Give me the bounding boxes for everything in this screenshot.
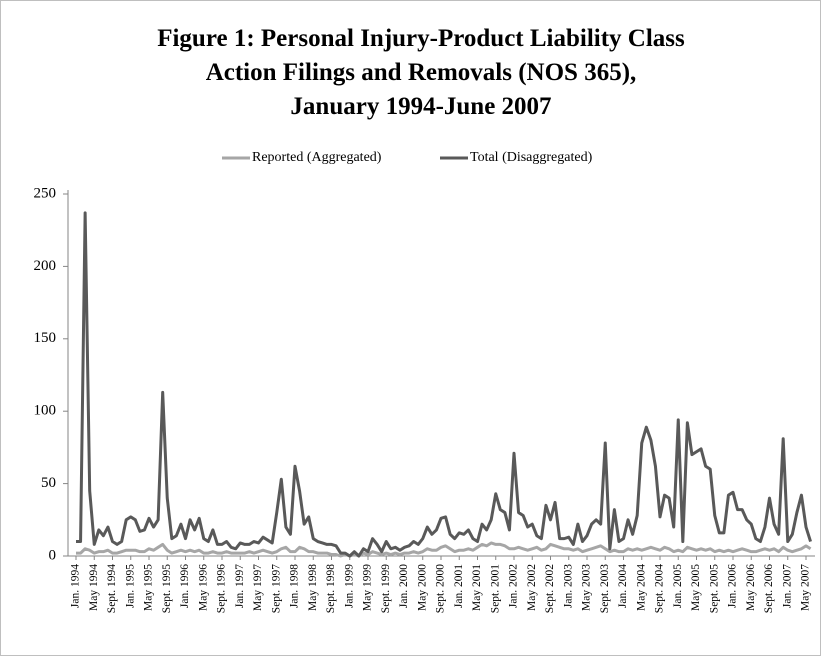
x-tick-label: May 1998 xyxy=(307,564,319,611)
x-tick-label: Jan. 2006 xyxy=(727,564,739,608)
x-tick-label: May 2002 xyxy=(526,564,538,611)
x-tick-label: Jan. 1999 xyxy=(343,564,355,608)
x-tick-label: Sept. 2004 xyxy=(654,564,666,613)
x-tick-label: May 2004 xyxy=(635,564,647,611)
x-tick-label: Jan. 2001 xyxy=(453,564,465,608)
x-tick-label: May 1999 xyxy=(362,564,374,611)
x-tick-label: May 1996 xyxy=(197,564,209,611)
x-tick-label: Sept. 2006 xyxy=(763,564,775,613)
y-tick-label: 150 xyxy=(34,330,57,346)
x-tick-label: Sept. 1996 xyxy=(216,564,228,613)
series-line xyxy=(76,541,812,558)
x-tick-label: Sept. 1995 xyxy=(161,564,173,613)
x-tick-label: Jan. 1998 xyxy=(289,564,301,608)
x-tick-label: Jan. 2007 xyxy=(781,564,793,608)
x-tick-label: May 2000 xyxy=(416,564,428,611)
x-tick-label: Sept. 2001 xyxy=(489,564,501,613)
x-tick-label: Jan. 1994 xyxy=(70,564,82,608)
x-tick-label: May 1994 xyxy=(88,564,100,611)
chart-title: January 1994-June 2007 xyxy=(290,93,551,120)
x-tick-label: Sept. 2000 xyxy=(435,564,447,613)
y-tick-label: 0 xyxy=(49,547,57,563)
x-tick-label: Jan. 2002 xyxy=(508,564,520,608)
x-tick-label: Sept. 2002 xyxy=(544,564,556,613)
x-tick-label: Jan. 2005 xyxy=(672,564,684,608)
y-tick-label: 100 xyxy=(34,403,57,419)
x-tick-label: May 2003 xyxy=(581,564,593,611)
y-tick-label: 50 xyxy=(41,475,56,491)
x-tick-label: May 2005 xyxy=(690,564,702,611)
x-tick-label: May 2007 xyxy=(800,564,812,611)
legend-label: Total (Disaggregated) xyxy=(470,150,593,165)
x-tick-label: Sept. 1998 xyxy=(325,564,337,613)
x-tick-label: Jan. 2004 xyxy=(617,564,629,608)
x-tick-label: May 1997 xyxy=(252,564,264,611)
x-tick-label: Jan. 1997 xyxy=(234,564,246,608)
chart-title: Figure 1: Personal Injury-Product Liabil… xyxy=(157,25,685,52)
x-tick-label: May 2001 xyxy=(471,564,483,611)
x-tick-label: Jan. 2000 xyxy=(398,564,410,608)
chart-title: Action Filings and Removals (NOS 365), xyxy=(206,59,637,86)
x-tick-label: Sept. 1994 xyxy=(106,564,118,613)
x-tick-label: Sept. 2003 xyxy=(599,564,611,613)
x-tick-label: Jan. 2003 xyxy=(562,564,574,608)
x-tick-label: May 1995 xyxy=(143,564,155,611)
y-tick-label: 250 xyxy=(34,185,57,201)
x-tick-label: Sept. 1997 xyxy=(270,564,282,613)
x-tick-label: Jan. 1996 xyxy=(179,564,191,608)
series-line xyxy=(76,211,812,558)
legend-label: Reported (Aggregated) xyxy=(252,150,382,165)
x-tick-label: May 2006 xyxy=(745,564,757,611)
y-tick-label: 200 xyxy=(34,258,57,274)
x-tick-label: Jan. 1995 xyxy=(124,564,136,608)
x-tick-label: Sept. 2005 xyxy=(708,564,720,613)
x-tick-label: Sept. 1999 xyxy=(380,564,392,613)
